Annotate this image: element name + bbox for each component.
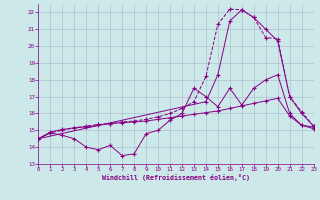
X-axis label: Windchill (Refroidissement éolien,°C): Windchill (Refroidissement éolien,°C) xyxy=(102,174,250,181)
